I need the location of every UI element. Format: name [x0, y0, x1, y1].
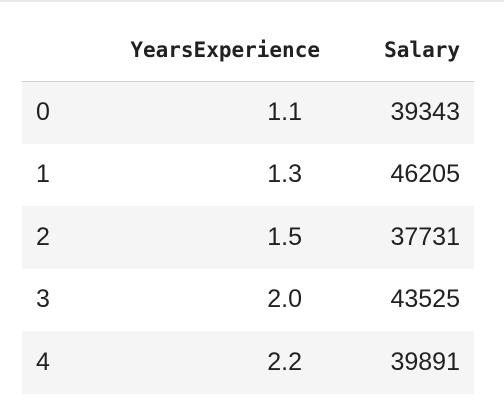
- table-row: 4 2.2 39891: [22, 331, 474, 394]
- cell-years-experience: 2.0: [267, 285, 302, 314]
- cell-salary: 37731: [390, 222, 460, 251]
- table-row: 1 1.3 46205: [22, 144, 474, 207]
- header-row: YearsExperience Salary: [22, 20, 474, 81]
- dataframe-table: YearsExperience Salary 0 1.1 39343 1 1.3…: [22, 20, 474, 394]
- row-index: 3: [36, 285, 50, 314]
- row-index: 1: [36, 160, 50, 189]
- row-index: 4: [36, 347, 50, 376]
- cell-years-experience: 1.3: [267, 160, 302, 189]
- row-index: 0: [36, 98, 50, 126]
- cell-years-experience: 1.5: [267, 222, 302, 251]
- cell-salary: 39343: [390, 98, 460, 126]
- cell-salary: 43525: [390, 285, 460, 314]
- table-row: 0 1.1 39343: [22, 81, 474, 144]
- table-row: 2 1.5 37731: [22, 206, 474, 269]
- column-header-yearsexperience: YearsExperience: [130, 38, 320, 63]
- table-header: YearsExperience Salary: [22, 20, 474, 81]
- cell-years-experience: 2.2: [267, 347, 302, 376]
- table-body: 0 1.1 39343 1 1.3 46205 2 1.5 37731 3 2.…: [22, 81, 474, 394]
- cell-salary: 46205: [390, 160, 460, 189]
- row-index: 2: [36, 222, 50, 251]
- cell-years-experience: 1.1: [267, 98, 302, 126]
- output-cell-top-border: [0, 0, 504, 2]
- column-header-salary: Salary: [384, 38, 460, 63]
- cell-salary: 39891: [390, 347, 460, 376]
- index-column-header: [22, 20, 70, 81]
- table-row: 3 2.0 43525: [22, 269, 474, 332]
